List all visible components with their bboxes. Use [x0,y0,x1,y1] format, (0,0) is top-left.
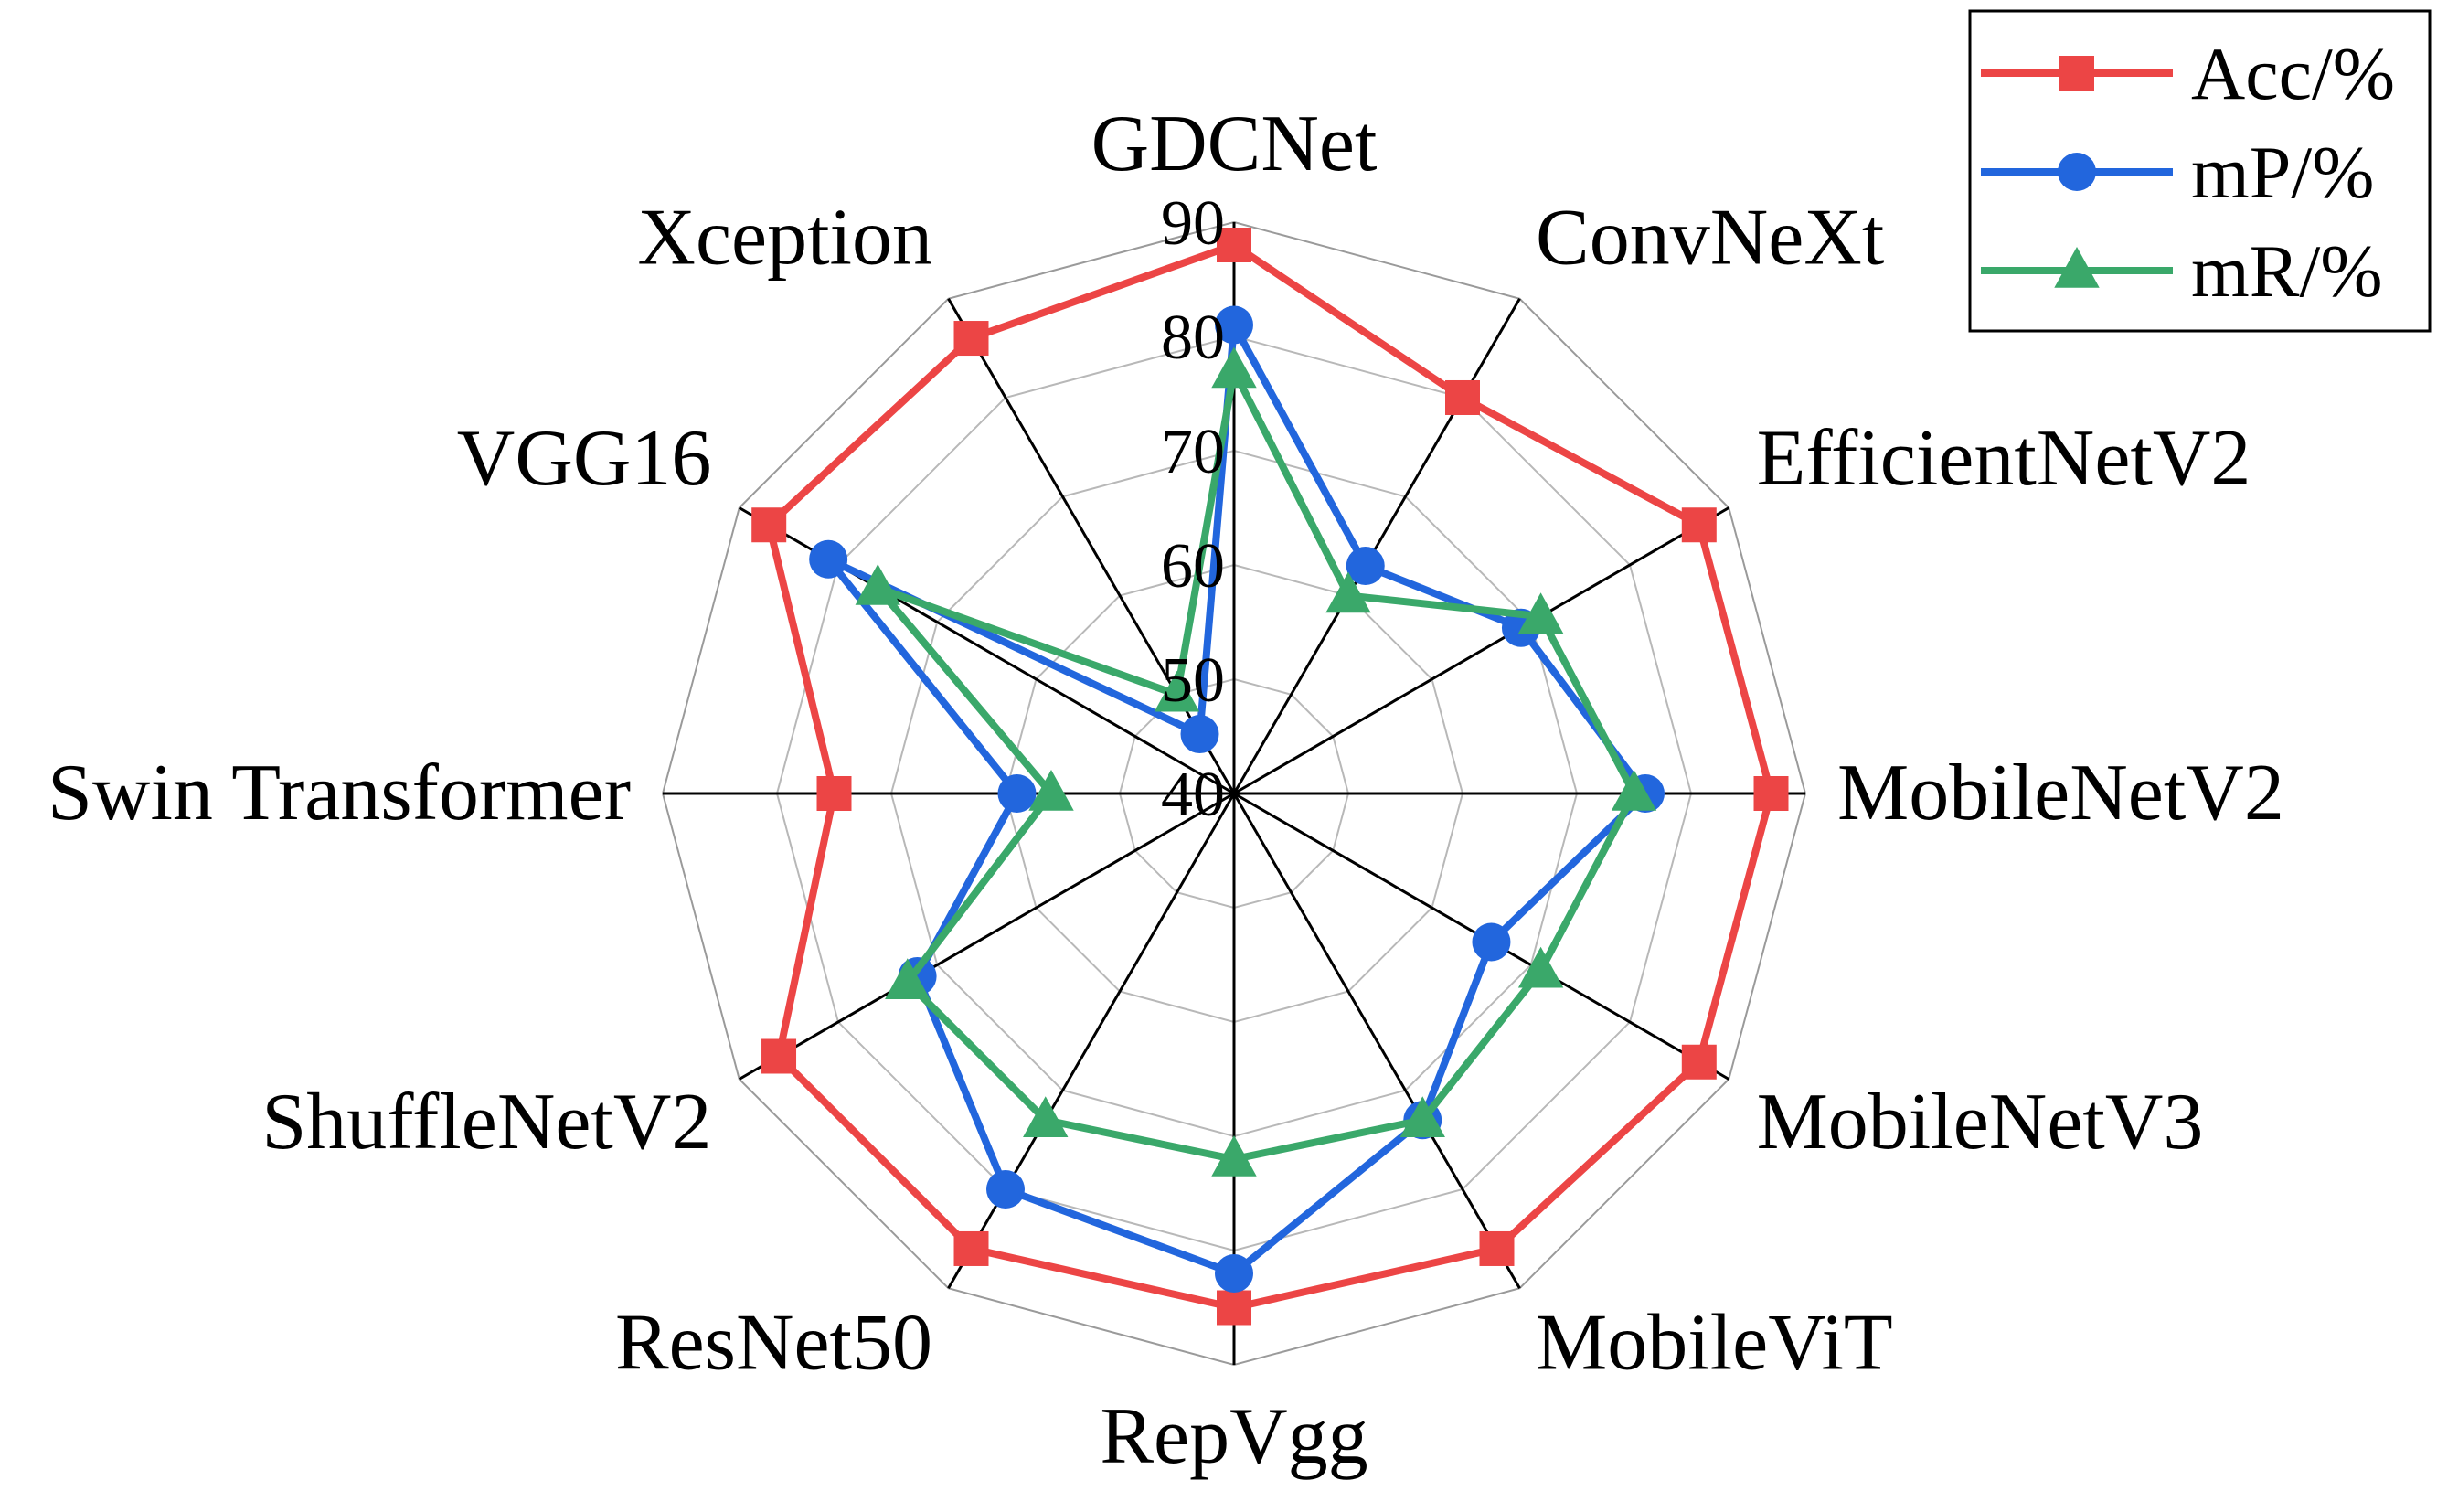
data-point [1472,922,1511,962]
category-label: VGG16 [457,414,712,503]
category-label: ResNet50 [615,1299,932,1388]
radial-axis [1232,297,1521,794]
data-point [1346,547,1385,586]
category-label: MobileViT [1536,1299,1893,1388]
tick-label: 40 [1161,760,1225,830]
data-point [1753,776,1789,811]
data-point [885,958,931,999]
data-point [1028,770,1074,811]
tick-label: 90 [1161,188,1225,259]
category-labels: GDCNet ConvNeXt EfficientNetV2 MobileNetV2 M… [48,100,2284,1481]
data-point [1023,1096,1069,1137]
category-label: ShuffleNetV2 [261,1078,711,1166]
data-point [1517,946,1564,988]
data-point [1611,770,1657,811]
radial-axis [1232,793,1521,1290]
data-point [1217,1290,1251,1326]
legend-marker [2059,56,2094,91]
series-2 [855,346,1657,1177]
data-point [953,1230,989,1266]
tick-label: 50 [1161,645,1225,716]
data-point [761,1038,797,1074]
data-point [997,774,1037,813]
category-label: RepVgg [1100,1392,1367,1481]
legend-marker [2058,153,2096,191]
category-label: GDCNet [1091,100,1378,188]
data-point [1180,715,1219,754]
data-point [816,776,852,811]
radial-axis [1233,506,1730,795]
legend-item: Acc/% [1981,32,2395,115]
data-point [1399,1096,1445,1137]
category-label: Swin Transformer [48,749,631,837]
data-point [1215,305,1253,345]
data-point [1211,346,1257,389]
legend-label: mP/% [2191,131,2374,214]
legend-item: mR/% [1981,229,2383,313]
data-point [1681,1044,1717,1080]
data-point [1217,228,1251,262]
series-0 [751,228,1789,1326]
legend-label: Acc/% [2191,32,2395,115]
radial-axis [738,792,1235,1081]
data-point [986,1170,1025,1209]
data-point [751,507,787,543]
legend: Acc/% mP/% mR/% [1968,9,2432,333]
legend-marker [2054,247,2100,288]
tick-label: 60 [1161,531,1225,602]
category-label: EfficientNetV2 [1757,414,2251,503]
category-label: MobileNetV3 [1757,1078,2204,1166]
data-point [809,539,848,579]
data-point [1445,379,1480,415]
data-point [1517,592,1564,634]
radar-series [751,228,1789,1326]
tick-label: 80 [1161,303,1225,373]
data-point [855,564,900,605]
category-label: ConvNeXt [1536,193,1884,282]
legend-item: mP/% [1981,131,2374,214]
data-point [953,321,989,357]
data-point [1479,1230,1515,1266]
data-point [1325,571,1371,613]
radial-tick-labels: 40 50 60 70 80 90 [1161,188,1225,830]
category-label: MobileNetV2 [1837,749,2284,837]
data-point [1211,1135,1257,1177]
data-point [1681,507,1717,543]
tick-label: 70 [1161,417,1225,487]
data-point [1154,670,1200,712]
category-label: Xception [637,193,932,282]
legend-label: mR/% [2191,229,2383,313]
data-point [1215,1254,1253,1293]
